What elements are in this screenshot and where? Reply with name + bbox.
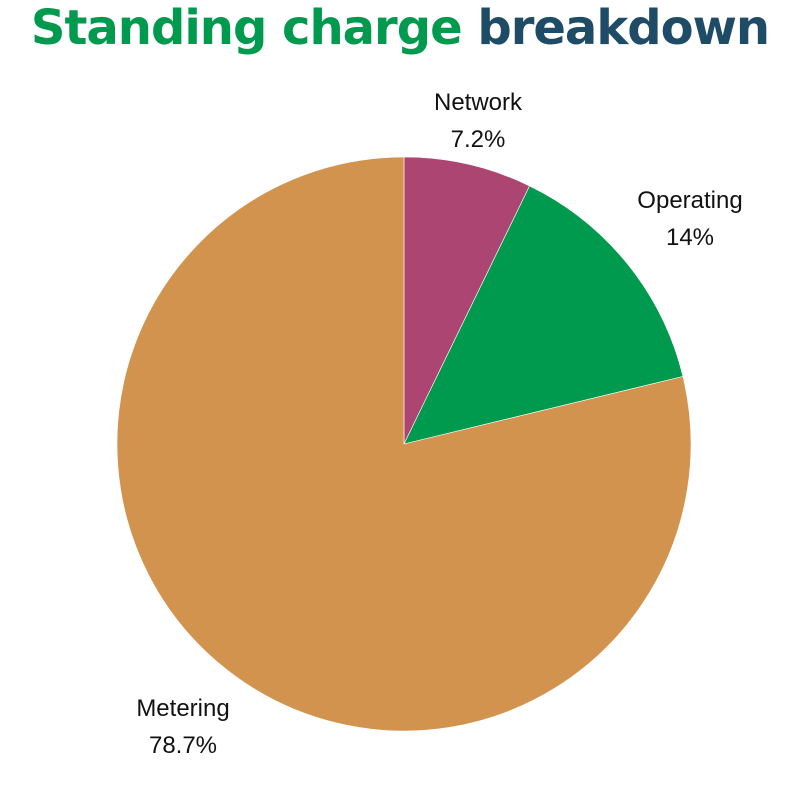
chart-title: Standing charge breakdown — [0, 0, 800, 62]
slice-value-metering: 78.7% — [149, 732, 217, 759]
slice-name-metering: Metering — [136, 695, 229, 722]
chart-title-part2: breakdown — [477, 0, 770, 56]
pie-slice-metering — [116, 156, 692, 732]
slice-name-network: Network — [434, 89, 523, 116]
pie-slice-operating — [403, 185, 684, 445]
chart-title-part1: Standing charge — [30, 0, 463, 56]
slice-name-operating: Operating — [637, 187, 742, 214]
slice-value-network: 7.2% — [451, 126, 506, 153]
pie-slice-network — [403, 156, 530, 445]
slice-value-operating: 14% — [666, 224, 714, 251]
